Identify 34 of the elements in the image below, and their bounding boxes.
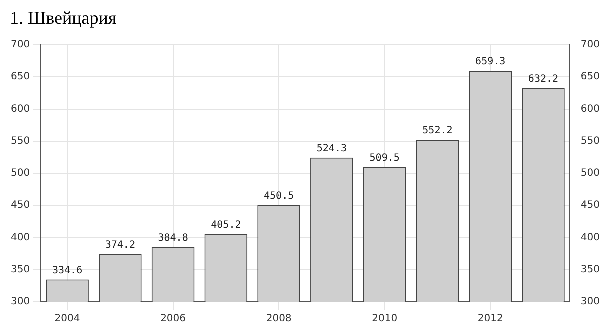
x-tick-label: 2010: [372, 314, 398, 325]
y-tick-label: 650: [10, 72, 30, 83]
data-label: 509.5: [370, 152, 400, 164]
data-label: 450.5: [264, 190, 294, 202]
y2-tick-label: 400: [580, 232, 600, 244]
data-label: 659.3: [476, 56, 506, 68]
x-tick-label: 2004: [54, 314, 80, 325]
x-tick-label: 2008: [266, 314, 292, 325]
y2-tick-label: 450: [580, 200, 600, 212]
chart-title: 1. Швейцария: [9, 8, 118, 30]
data-label: 334.6: [52, 265, 83, 276]
y-tick-label: 400: [10, 232, 30, 244]
data-label: 632.2: [528, 74, 559, 86]
x-tick-label: 2006: [160, 314, 186, 325]
y-tick-label: 550: [10, 136, 30, 147]
y-tick-label: 700: [10, 40, 30, 51]
x-tick-label: 2012: [478, 314, 504, 325]
y-tick-label: 450: [10, 200, 30, 212]
y2-tick-label: 650: [580, 72, 600, 83]
data-label: 374.2: [105, 240, 136, 251]
y-tick-label: 600: [10, 104, 30, 115]
data-label: 552.2: [422, 126, 453, 137]
y2-tick-label: 550: [580, 136, 600, 147]
y2-tick-label: 350: [580, 264, 600, 276]
y2-tick-label: 300: [580, 296, 600, 308]
data-label: 405.2: [211, 220, 242, 232]
y-tick-label: 300: [10, 296, 30, 308]
y2-tick-label: 600: [580, 104, 600, 115]
y2-tick-label: 500: [580, 168, 600, 180]
data-label: 524.3: [316, 143, 347, 154]
y-tick-label: 350: [10, 264, 30, 276]
y2-tick-label: 700: [580, 40, 600, 51]
data-label: 384.8: [158, 233, 188, 244]
y-tick-label: 500: [10, 168, 30, 180]
